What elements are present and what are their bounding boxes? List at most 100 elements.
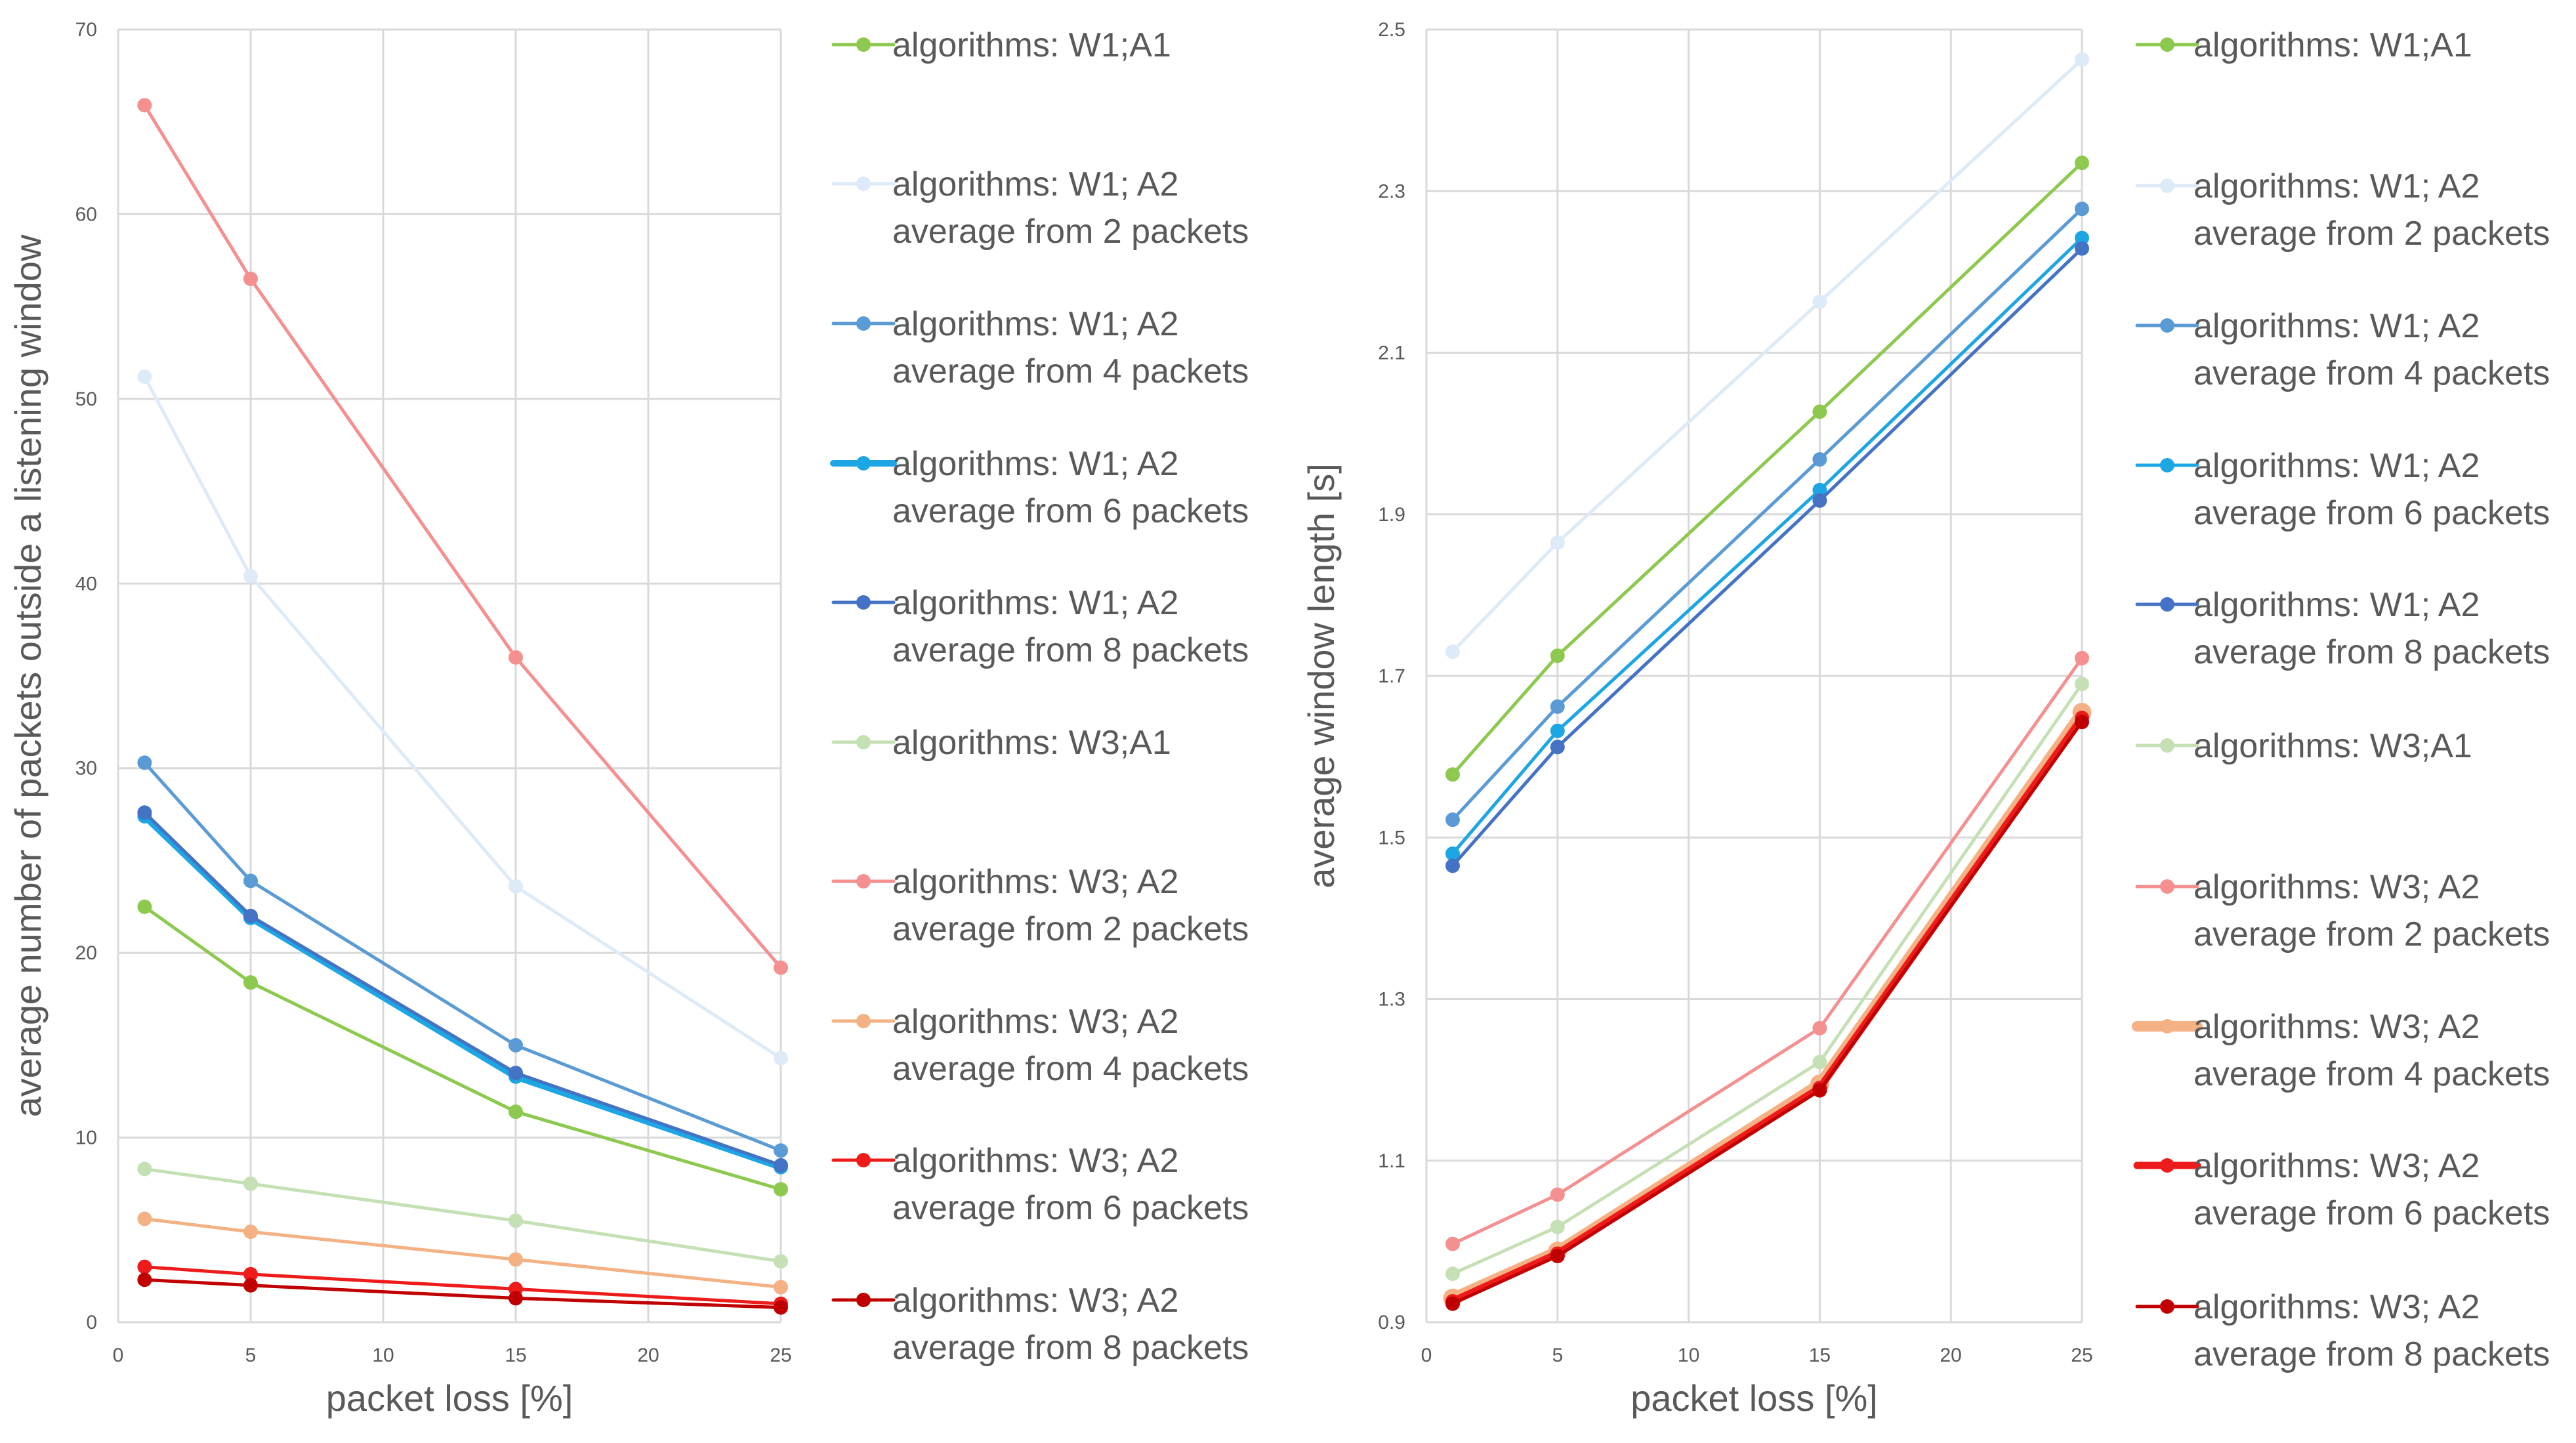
series-line xyxy=(142,1278,783,1309)
data-point xyxy=(774,1158,788,1173)
legend-swatch-marker xyxy=(2160,1158,2174,1173)
legend-item: algorithms: W3; A2 average from 6 packets xyxy=(831,1142,1249,1227)
legend-swatch-marker xyxy=(856,1293,871,1307)
legend-item: algorithms: W1; A2 average from 2 packets xyxy=(831,165,1249,251)
data-point xyxy=(137,98,152,113)
series-line xyxy=(142,761,783,1152)
legend-swatch-marker xyxy=(2160,458,2174,472)
series-line xyxy=(142,905,783,1191)
y-tick-label: 2.3 xyxy=(1378,180,1405,202)
data-point xyxy=(774,1254,788,1269)
data-point xyxy=(774,960,788,975)
legend-label: algorithms: W3; A2 xyxy=(2193,1147,2480,1185)
y-tick-label: 2.1 xyxy=(1378,343,1405,364)
gridlines xyxy=(1425,28,2083,1324)
legend-item: algorithms: W3; A2 average from 2 packets xyxy=(2135,868,2550,953)
series-5 xyxy=(137,805,788,1173)
legend: algorithms: W1;A1 algorithms: W1; A2 avera… xyxy=(2132,26,2550,1373)
x-tick-label: 15 xyxy=(1809,1345,1831,1366)
legend-label-line2: average from 4 packets xyxy=(2193,354,2550,392)
data-point xyxy=(774,1280,788,1295)
data-point xyxy=(1550,1249,1565,1264)
y-tick-label: 0.9 xyxy=(1378,1312,1405,1333)
legend-item: algorithms: W1; A2 average from 8 packets xyxy=(831,584,1249,669)
legend-swatch-marker xyxy=(856,735,871,749)
data-point xyxy=(1550,699,1565,714)
legend-label-line2: average from 8 packets xyxy=(2193,633,2550,671)
legend-item: algorithms: W3; A2 average from 8 packets xyxy=(831,1282,1249,1367)
data-point xyxy=(243,873,258,889)
x-tick-label: 5 xyxy=(1552,1345,1563,1366)
data-point xyxy=(1812,482,1827,497)
data-point xyxy=(1812,1055,1827,1070)
x-tick-label: 25 xyxy=(770,1345,791,1366)
y-tick-label: 2.5 xyxy=(1378,19,1405,41)
data-point xyxy=(509,1252,523,1267)
legend-swatch-marker xyxy=(856,177,871,191)
y-axis-title: average number of packets outside a list… xyxy=(7,234,49,1117)
data-point xyxy=(509,879,523,894)
series-10 xyxy=(137,1272,788,1315)
legend-item: algorithms: W1; A2 average from 4 packets xyxy=(831,305,1249,390)
series-line xyxy=(142,810,783,1167)
y-axis-title: average window length [s] xyxy=(1300,463,1342,889)
legend-item: algorithms: W3; A2 average from 2 packets xyxy=(831,863,1249,948)
series-7 xyxy=(137,98,788,975)
y-tick-label: 1.7 xyxy=(1378,665,1405,687)
data-point xyxy=(1550,535,1565,550)
series-line xyxy=(1451,207,2084,822)
data-point xyxy=(1550,740,1565,755)
legend-label: algorithms: W1; A2 xyxy=(2193,307,2480,345)
x-tick-label: 25 xyxy=(2071,1345,2092,1366)
series-line xyxy=(1449,714,2086,1305)
legend-label-line2: average from 6 packets xyxy=(892,492,1249,530)
legend-label: algorithms: W1; A2 xyxy=(892,445,1178,483)
legend-label: algorithms: W1;A1 xyxy=(892,26,1171,64)
data-point xyxy=(774,1051,788,1066)
data-point xyxy=(1550,723,1565,738)
data-point xyxy=(2075,52,2089,67)
data-point xyxy=(509,1104,523,1119)
legend-swatch-marker xyxy=(856,595,871,610)
x-tick-label: 10 xyxy=(372,1345,394,1366)
legend-item: algorithms: W1; A2 average from 4 packets xyxy=(2135,307,2550,392)
series-line xyxy=(142,375,783,1060)
legend-swatch-marker xyxy=(856,1014,871,1028)
data-point xyxy=(137,755,152,770)
legend-label-line2: average from 4 packets xyxy=(2193,1055,2550,1093)
y-tick-label: 1.3 xyxy=(1378,989,1405,1011)
data-point xyxy=(243,271,258,286)
data-point xyxy=(509,1037,523,1053)
series-1 xyxy=(137,899,788,1197)
legend-label: algorithms: W1; A2 xyxy=(2193,447,2480,485)
legend-label: algorithms: W1;A1 xyxy=(2193,26,2472,64)
legend-item: algorithms: W1; A2 average from 8 packets xyxy=(2135,586,2550,671)
y-tick-label: 50 xyxy=(75,388,97,410)
legend-swatch-marker xyxy=(2160,597,2174,612)
series-5 xyxy=(1445,241,2089,873)
legend-label: algorithms: W3; A2 xyxy=(2193,868,2480,906)
legend-label: algorithms: W3; A2 xyxy=(892,1003,1178,1041)
data-point xyxy=(1550,1187,1565,1202)
y-tick-label: 1.9 xyxy=(1378,504,1405,526)
series-line xyxy=(142,1167,783,1263)
series-3 xyxy=(137,755,788,1158)
legend-item: algorithms: W3; A2 average from 8 packets xyxy=(2135,1288,2550,1373)
series-line xyxy=(1451,161,2084,776)
data-point xyxy=(1445,1296,1460,1311)
series-4 xyxy=(1445,230,2089,861)
series-8 xyxy=(137,1211,788,1295)
legend-label-line2: average from 2 packets xyxy=(892,910,1249,948)
y-tick-label: 30 xyxy=(75,758,97,780)
series-line xyxy=(1447,707,2087,1304)
legend-label-line2: average from 8 packets xyxy=(892,1329,1249,1367)
data-point xyxy=(243,569,258,584)
legend-item: algorithms: W1; A2 average from 6 packets xyxy=(2135,447,2550,532)
data-point xyxy=(1445,846,1460,861)
data-point xyxy=(137,1272,152,1287)
data-point xyxy=(2075,650,2089,665)
x-tick-label: 5 xyxy=(245,1345,257,1366)
legend-label: algorithms: W3; A2 xyxy=(892,1142,1178,1180)
data-point xyxy=(243,1176,258,1191)
legend-swatch-marker xyxy=(2160,738,2174,753)
